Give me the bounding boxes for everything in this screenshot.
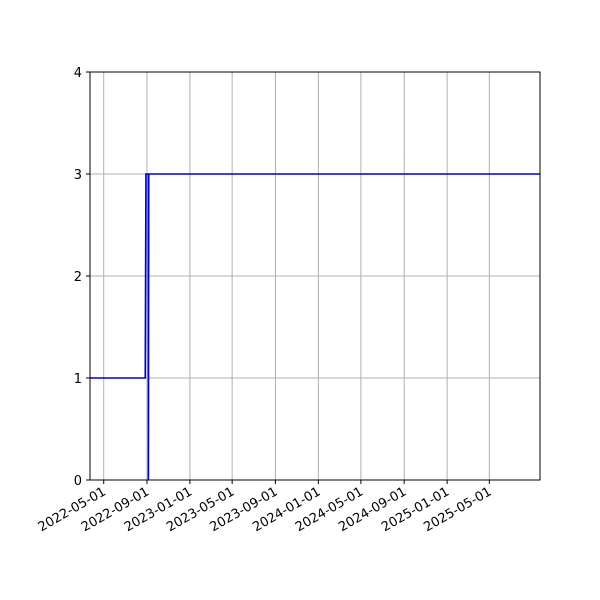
series-line bbox=[90, 173, 540, 481]
y-tick-label: 3 bbox=[74, 168, 82, 183]
y-axis: 0 1 2 3 4 bbox=[74, 66, 90, 489]
y-tick-label: 4 bbox=[74, 66, 82, 81]
series-layer bbox=[90, 173, 540, 481]
y-tick-label: 1 bbox=[74, 372, 82, 387]
y-tick-label: 0 bbox=[74, 474, 82, 489]
y-tick-label: 2 bbox=[74, 270, 82, 285]
